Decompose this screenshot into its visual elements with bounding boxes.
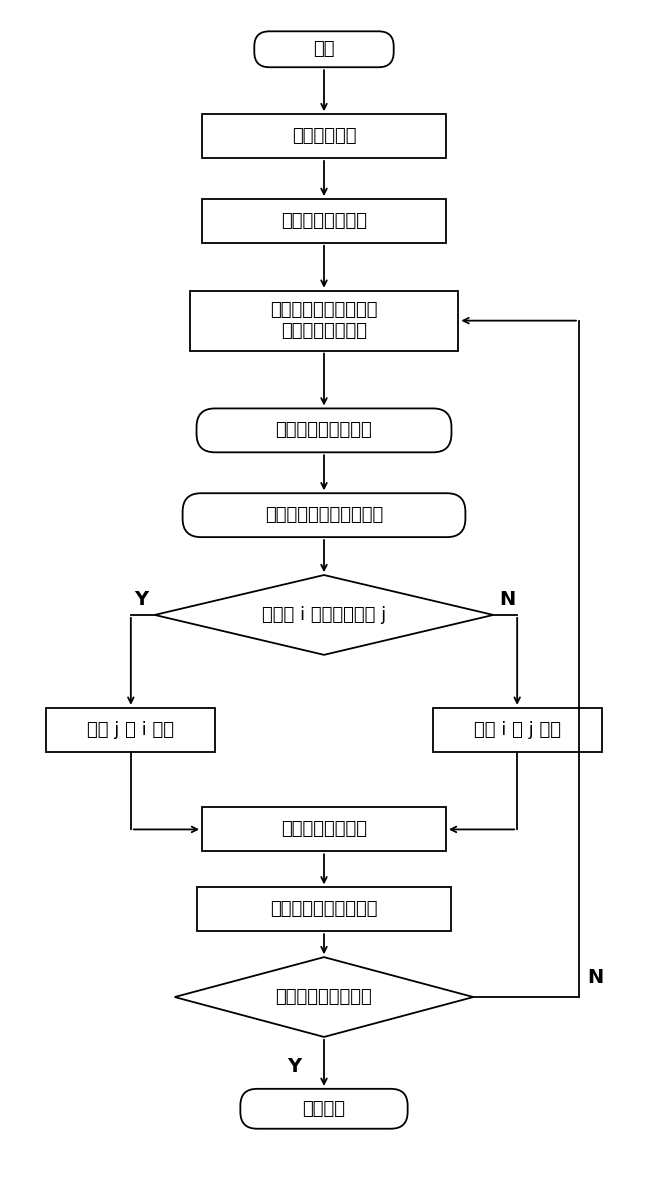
- Bar: [46, 708, 216, 752]
- Text: 初始化萤火虫种群: 初始化萤火虫种群: [281, 212, 367, 230]
- Bar: [202, 199, 446, 243]
- Text: Y: Y: [133, 590, 148, 609]
- Text: 种群最优个体随机移动: 种群最优个体随机移动: [270, 900, 378, 918]
- FancyBboxPatch shape: [240, 1089, 408, 1129]
- Text: 开始: 开始: [313, 40, 335, 58]
- Text: N: N: [587, 968, 603, 986]
- Text: N: N: [499, 590, 515, 609]
- Text: 重新更新萤火虫种群: 重新更新萤火虫种群: [275, 421, 373, 439]
- Text: 输出结果: 输出结果: [303, 1100, 345, 1117]
- FancyBboxPatch shape: [183, 493, 465, 537]
- Text: 个体 j 向 i 移动: 个体 j 向 i 移动: [87, 721, 174, 739]
- Text: Y: Y: [287, 1057, 301, 1076]
- Bar: [202, 114, 446, 158]
- Text: 是否满足终止条件？: 是否满足终止条件？: [275, 988, 373, 1007]
- Polygon shape: [175, 957, 473, 1037]
- Bar: [190, 290, 458, 350]
- Polygon shape: [155, 575, 493, 655]
- Text: 根据交货期升序规则，
确定零件加工顺序: 根据交货期升序规则， 确定零件加工顺序: [270, 301, 378, 340]
- Bar: [432, 708, 602, 752]
- FancyBboxPatch shape: [196, 408, 452, 452]
- Text: 萤火虫 i 亮度是否高于 j: 萤火虫 i 亮度是否高于 j: [262, 607, 386, 624]
- Text: 个体 i 向 j 移动: 个体 i 向 j 移动: [474, 721, 561, 739]
- FancyBboxPatch shape: [254, 32, 394, 67]
- Text: 确定种群最优个体: 确定种群最优个体: [281, 820, 367, 839]
- Bar: [202, 807, 446, 852]
- Text: 计算萤火虫亮度和吸引度: 计算萤火虫亮度和吸引度: [265, 506, 383, 524]
- Bar: [196, 887, 452, 931]
- Text: 设定算法参数: 设定算法参数: [292, 127, 356, 145]
